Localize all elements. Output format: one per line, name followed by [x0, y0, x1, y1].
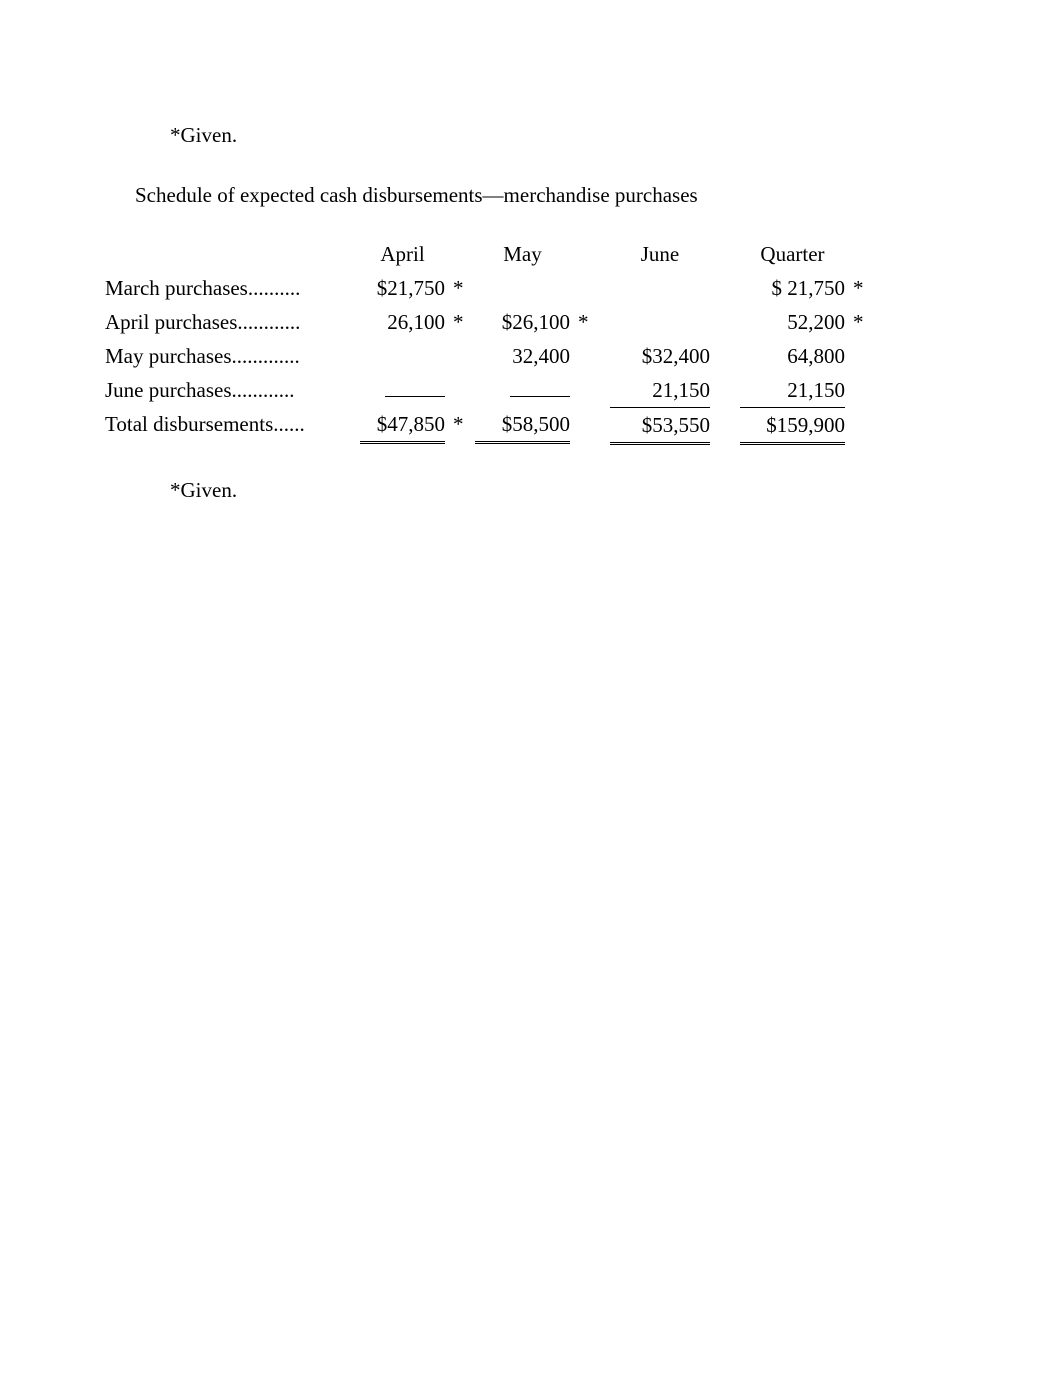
- header-may: May: [475, 237, 570, 271]
- ast-may-april: [445, 339, 475, 373]
- ast-april-may: *: [570, 305, 610, 339]
- cell-total-quarter: $159,900: [740, 408, 845, 445]
- cell-may-quarter: 64,800: [740, 339, 845, 373]
- cell-april-quarter: 52,200: [740, 305, 845, 339]
- cell-april-june: [610, 305, 710, 339]
- ast-june-april: [445, 373, 475, 407]
- cell-april-may: $26,100: [475, 305, 570, 339]
- col-gap: [710, 237, 740, 445]
- cell-may-may: 32,400: [475, 339, 570, 373]
- cell-march-june: [610, 271, 710, 305]
- cell-march-quarter: $ 21,750: [740, 271, 845, 305]
- cell-may-june: $32,400: [610, 339, 710, 373]
- ast-march-quarter: *: [845, 271, 885, 305]
- row-label-april: April purchases............: [105, 305, 360, 339]
- col-april-asterisk: * * *: [445, 237, 475, 445]
- schedule-title: Schedule of expected cash disbursements—…: [135, 180, 1062, 210]
- ast-may-may: [570, 339, 610, 373]
- header-blank: [570, 237, 610, 271]
- col-may-asterisk: *: [570, 237, 610, 445]
- col-june: June $32,400 21,150 $53,550: [610, 237, 710, 445]
- cell-june-april: [360, 373, 445, 407]
- note-given-top: *Given.: [170, 120, 1062, 150]
- header-april: April: [360, 237, 445, 271]
- ast-april-quarter: *: [845, 305, 885, 339]
- header-june: June: [610, 237, 710, 271]
- ast-june-quarter: [845, 373, 885, 407]
- header-blank: [445, 237, 475, 271]
- row-label-june: June purchases............: [105, 373, 360, 407]
- cell-june-june: 21,150: [610, 373, 710, 408]
- cell-june-quarter: 21,150: [740, 373, 845, 408]
- ast-total-april: *: [445, 407, 475, 441]
- underline-blank: [385, 396, 445, 397]
- row-label-may: May purchases.............: [105, 339, 360, 373]
- header-blank: [105, 237, 360, 271]
- ast-april-april: *: [445, 305, 475, 339]
- col-april: April $21,750 26,100 $47,850: [360, 237, 445, 445]
- ast-june-may: [570, 373, 610, 407]
- cell-june-may: [475, 373, 570, 407]
- row-label-total: Total disbursements......: [105, 407, 360, 441]
- ast-march-april: *: [445, 271, 475, 305]
- note-given-bottom: *Given.: [170, 475, 1062, 505]
- cell-may-april: [360, 339, 445, 373]
- cell-march-april: $21,750: [360, 271, 445, 305]
- disbursements-table: March purchases.......... April purchase…: [105, 237, 1062, 445]
- cell-total-april: $47,850: [360, 407, 445, 444]
- row-label-march: March purchases..........: [105, 271, 360, 305]
- col-quarter-asterisk: * *: [845, 237, 885, 445]
- cell-april-april: 26,100: [360, 305, 445, 339]
- ast-total-quarter: [845, 407, 885, 441]
- col-labels: March purchases.......... April purchase…: [105, 237, 360, 445]
- ast-march-may: [570, 271, 610, 305]
- col-quarter: Quarter $ 21,750 52,200 64,800 21,150 $1…: [740, 237, 845, 445]
- cell-total-may: $58,500: [475, 407, 570, 444]
- page: *Given. Schedule of expected cash disbur…: [0, 0, 1062, 1376]
- cell-march-may: [475, 271, 570, 305]
- cell-total-june: $53,550: [610, 408, 710, 445]
- ast-may-quarter: [845, 339, 885, 373]
- col-may: May $26,100 32,400 $58,500: [475, 237, 570, 445]
- ast-total-may: [570, 407, 610, 441]
- underline-blank: [510, 396, 570, 397]
- header-blank: [845, 237, 885, 271]
- header-quarter: Quarter: [740, 237, 845, 271]
